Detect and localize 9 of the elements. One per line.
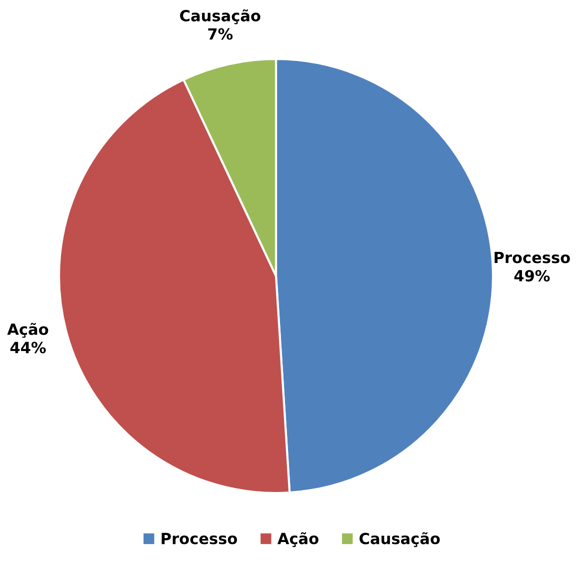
slice-label: Causação (180, 9, 260, 24)
data-label: 49% (514, 270, 550, 282)
legend-label: Causação (360, 532, 440, 548)
legend-label: Processo (162, 532, 238, 544)
slice-label: Ação (7, 322, 48, 338)
data-label: 7% (208, 28, 233, 40)
legend-label: Ação (277, 532, 318, 548)
slice-label: Processo (494, 252, 570, 264)
data-label: 44% (10, 342, 46, 354)
